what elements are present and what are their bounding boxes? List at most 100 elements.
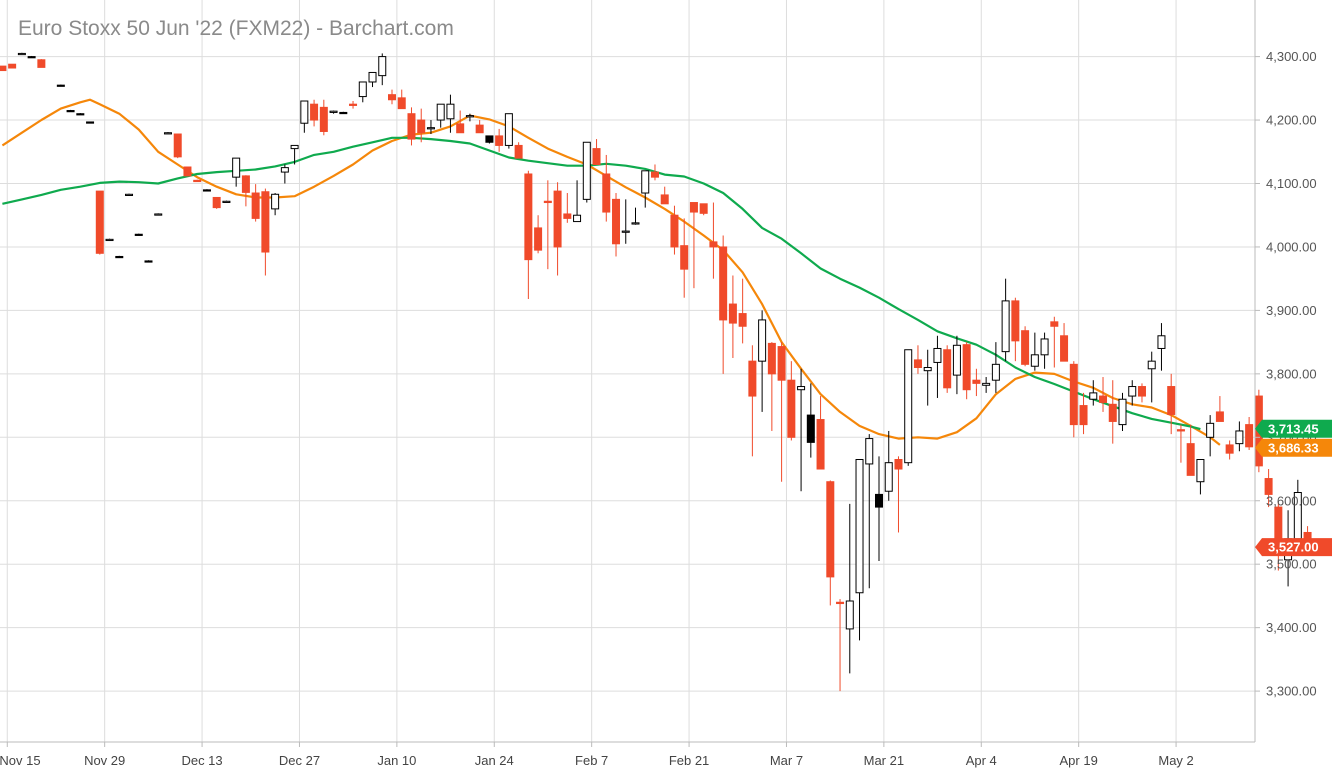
candle	[1137, 383, 1146, 403]
candle	[524, 170, 533, 299]
candle-body	[202, 189, 211, 192]
candle-body	[115, 255, 124, 259]
candle	[1079, 392, 1088, 435]
candle	[173, 133, 182, 159]
price-tags: 3,713.45 3,686.33 3,527.00	[1255, 419, 1332, 557]
candle-body	[933, 347, 942, 363]
candle	[641, 170, 650, 208]
candle-body	[1108, 403, 1117, 422]
candle-body	[388, 94, 396, 101]
candle	[280, 164, 289, 184]
candle-body	[913, 359, 922, 369]
candle-body	[261, 191, 270, 253]
candle	[1050, 316, 1059, 368]
candle-body	[1186, 443, 1195, 476]
candle-body	[1050, 321, 1059, 327]
candle	[1176, 424, 1185, 463]
candle	[913, 345, 922, 374]
candle-body	[524, 173, 533, 261]
candle	[1186, 424, 1195, 476]
candle	[1108, 380, 1117, 444]
candle-body	[436, 103, 445, 121]
candle	[543, 180, 552, 270]
candle-body	[1079, 405, 1088, 426]
x-tick-label: Feb 21	[669, 753, 709, 768]
candle-body	[582, 141, 591, 200]
candle	[0, 65, 7, 72]
candle	[1089, 380, 1098, 406]
candle	[261, 188, 270, 276]
candle	[241, 175, 250, 207]
candle	[212, 196, 221, 209]
x-tick-label: Feb 7	[575, 753, 608, 768]
candle	[933, 335, 942, 398]
price-tag-label: 3,713.45	[1268, 421, 1319, 436]
y-tick-label: 4,000.00	[1266, 239, 1317, 254]
y-tick-label: 4,200.00	[1266, 113, 1317, 128]
candle	[290, 144, 299, 165]
candle	[456, 110, 465, 134]
candle	[319, 99, 328, 136]
candle	[1167, 373, 1176, 435]
candle-body	[894, 459, 903, 470]
candle	[962, 342, 971, 400]
candle	[388, 89, 396, 105]
candle-body	[767, 342, 776, 375]
candle-body	[358, 81, 367, 98]
candle	[972, 368, 981, 397]
x-tick-label: Apr 4	[966, 753, 997, 768]
candle	[339, 111, 348, 115]
y-tick-label: 3,800.00	[1266, 366, 1317, 381]
candle-body	[86, 121, 95, 124]
x-tick-label: Mar 21	[864, 753, 904, 768]
candle-body	[407, 113, 416, 140]
candle-body	[1021, 330, 1030, 365]
candle	[446, 94, 455, 133]
candle-body	[1147, 360, 1156, 370]
candle	[1215, 396, 1224, 422]
candle-body	[1099, 395, 1108, 403]
candle	[1196, 459, 1205, 495]
y-tick-label: 4,100.00	[1266, 176, 1317, 191]
y-tick-label: 3,300.00	[1266, 684, 1317, 699]
candle	[631, 207, 640, 225]
candle-body	[923, 367, 932, 372]
candle	[495, 128, 504, 152]
candle-body	[17, 52, 26, 56]
candle	[875, 456, 883, 562]
candle-body	[991, 363, 1000, 381]
candle	[105, 238, 114, 242]
candle	[991, 342, 1000, 393]
candle	[612, 193, 621, 257]
candle-body	[1069, 363, 1078, 426]
candle	[76, 113, 85, 116]
candle	[426, 120, 435, 135]
candle-body	[553, 190, 562, 248]
candle-body	[689, 202, 698, 213]
candle	[816, 396, 825, 470]
candle-body	[417, 119, 426, 134]
candle-body	[943, 349, 952, 389]
price-tag-label: 3,686.33	[1268, 440, 1319, 455]
candle-body	[592, 148, 601, 165]
candle-body	[154, 213, 163, 216]
candle	[592, 139, 601, 165]
candle	[1206, 415, 1215, 457]
candle	[787, 361, 796, 441]
candle-body	[1206, 422, 1215, 438]
candle-body	[56, 84, 65, 87]
y-tick-label: 3,400.00	[1266, 620, 1317, 635]
candle	[358, 81, 367, 103]
candle	[767, 342, 776, 431]
candle-body	[397, 97, 406, 110]
candle-body	[465, 115, 474, 118]
candle-body	[719, 246, 728, 321]
candle	[17, 52, 26, 56]
candle	[602, 154, 611, 222]
candle	[154, 213, 163, 216]
x-tick-label: Jan 24	[475, 753, 514, 768]
candle	[650, 164, 659, 181]
candle-body	[1245, 424, 1254, 448]
candle	[56, 84, 65, 87]
